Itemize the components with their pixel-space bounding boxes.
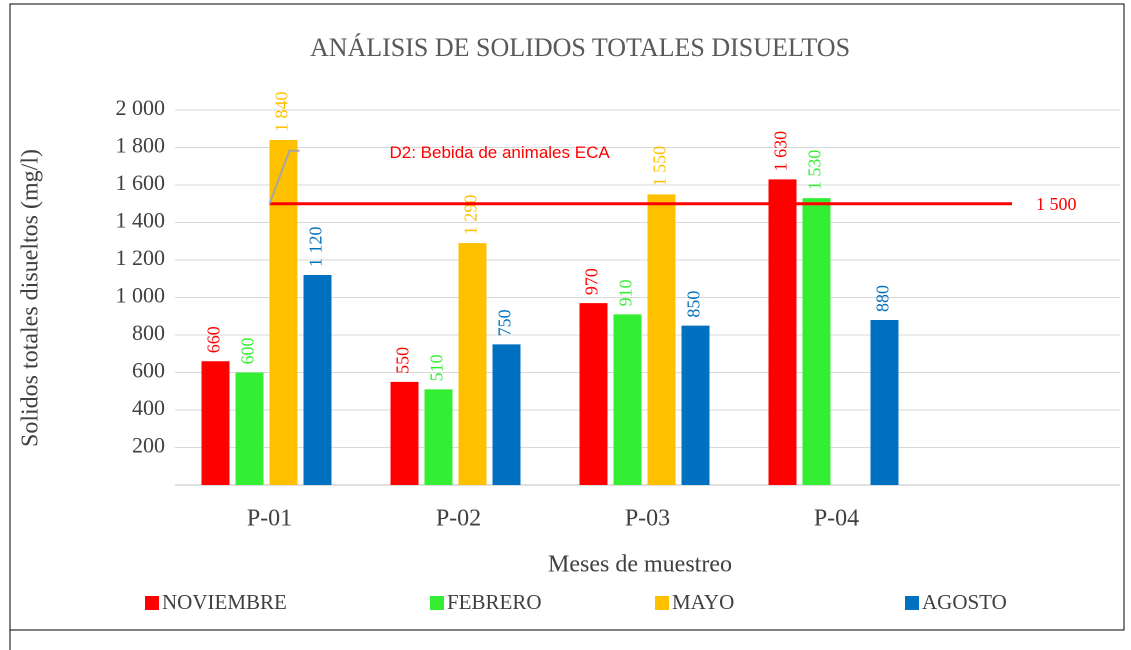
bar bbox=[269, 140, 298, 485]
bar bbox=[235, 372, 264, 485]
bar bbox=[613, 314, 642, 485]
chart-frame bbox=[9, 3, 1125, 631]
bar bbox=[647, 194, 676, 485]
data-label: 1 120 bbox=[306, 227, 326, 268]
x-axis-title: Meses de muestreo bbox=[548, 552, 732, 578]
reference-label: 1 500 bbox=[1036, 194, 1077, 214]
data-label: 600 bbox=[238, 338, 258, 365]
data-label: 1 630 bbox=[771, 131, 791, 172]
bar bbox=[870, 320, 899, 485]
y-tick-label: 1 000 bbox=[116, 283, 166, 308]
annotation-leader bbox=[268, 149, 300, 205]
y-tick-label: 1 600 bbox=[116, 170, 166, 195]
legend-swatch bbox=[430, 596, 444, 610]
bar bbox=[390, 381, 419, 485]
data-label: 750 bbox=[495, 309, 515, 336]
y-tick-label: 400 bbox=[132, 395, 165, 420]
legend-label: NOVIEMBRE bbox=[162, 590, 287, 614]
bar bbox=[579, 303, 608, 485]
data-label: 1 290 bbox=[461, 195, 481, 236]
data-label: 1 840 bbox=[272, 92, 292, 133]
data-label: 910 bbox=[616, 279, 636, 306]
y-tick-label: 800 bbox=[132, 320, 165, 345]
y-tick-label: 600 bbox=[132, 358, 165, 383]
bar bbox=[768, 179, 797, 485]
legend-label: AGOSTO bbox=[922, 590, 1007, 614]
legend-label: MAYO bbox=[672, 590, 734, 614]
x-tick-label: P-01 bbox=[247, 506, 292, 532]
y-tick-label: 1 800 bbox=[116, 133, 166, 158]
data-label: 1 530 bbox=[805, 150, 825, 191]
data-label: 880 bbox=[873, 285, 893, 312]
y-axis-title: Solidos totales disueltos (mg/l) bbox=[18, 149, 44, 447]
bar bbox=[424, 389, 453, 485]
x-tick-label: P-02 bbox=[436, 506, 481, 532]
legend-label: FEBRERO bbox=[447, 590, 542, 614]
bar bbox=[201, 361, 230, 485]
data-label: 510 bbox=[427, 354, 447, 381]
y-tick-label: 200 bbox=[132, 433, 165, 458]
legend-swatch bbox=[905, 596, 919, 610]
x-tick-label: P-04 bbox=[814, 506, 859, 532]
x-tick-label: P-03 bbox=[625, 506, 670, 532]
bar bbox=[681, 325, 710, 485]
bar bbox=[802, 198, 831, 485]
bar bbox=[458, 243, 487, 485]
y-tick-label: 2 000 bbox=[116, 95, 166, 120]
y-tick-label: 1 400 bbox=[116, 208, 166, 233]
data-label: 850 bbox=[684, 291, 704, 318]
chart-title: ANÁLISIS DE SOLIDOS TOTALES DISUELTOS bbox=[310, 33, 850, 62]
data-label: 660 bbox=[204, 326, 224, 353]
bar bbox=[492, 344, 521, 485]
data-label: 970 bbox=[582, 268, 602, 295]
data-label: 1 550 bbox=[650, 146, 670, 187]
legend-swatch bbox=[145, 596, 159, 610]
annotation: D2: Bebida de animales ECA bbox=[390, 143, 611, 162]
data-label: 550 bbox=[393, 347, 413, 374]
y-tick-label: 1 200 bbox=[116, 245, 166, 270]
legend-swatch bbox=[655, 596, 669, 610]
bar bbox=[303, 275, 332, 485]
